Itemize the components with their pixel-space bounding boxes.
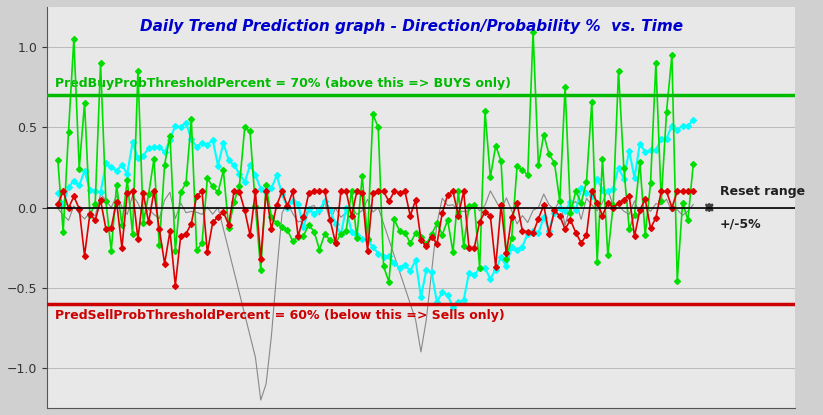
Text: Daily Trend Prediction graph - Direction/Probability %  vs. Time: Daily Trend Prediction graph - Direction…	[140, 19, 683, 34]
Text: Reset range: Reset range	[720, 185, 805, 198]
Text: +/-5%: +/-5%	[720, 217, 761, 230]
Text: PredSellProbThresholdPercent = 60% (below this => Sells only): PredSellProbThresholdPercent = 60% (belo…	[54, 309, 504, 322]
Text: PredBuyProbThresholdPercent = 70% (above this => BUYS only): PredBuyProbThresholdPercent = 70% (above…	[54, 77, 510, 90]
